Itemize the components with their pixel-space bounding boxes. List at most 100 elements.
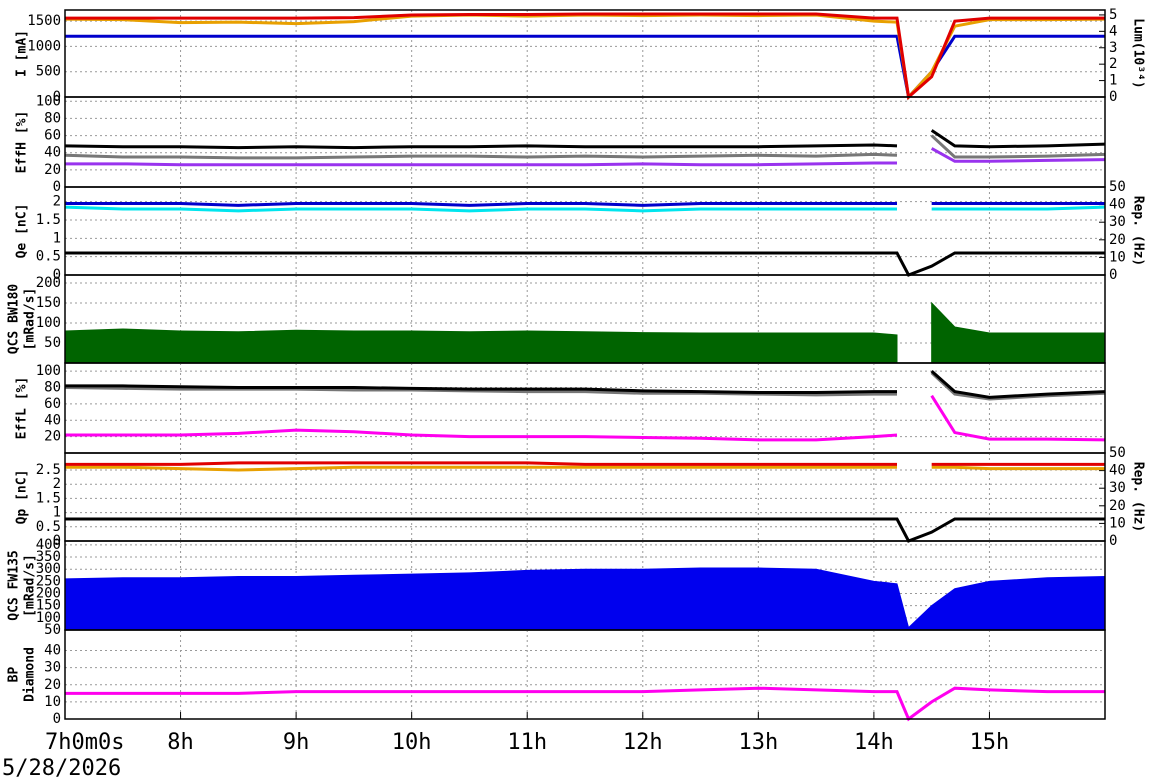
area (64, 567, 1106, 631)
line (65, 384, 897, 394)
line (930, 134, 1106, 159)
y2-tick-label: 1 (1109, 73, 1117, 89)
y-tick-label: 200 (36, 275, 61, 291)
y-tick-label: 60 (44, 396, 61, 412)
y-tick-label: 10 (44, 694, 61, 710)
line (930, 371, 1106, 401)
y2-tick-label: 2 (1109, 56, 1117, 72)
y-tick-label: 30 (44, 660, 61, 676)
x-tick-label: 7h0m0s (45, 730, 124, 755)
y2-tick-label: 3 (1109, 40, 1117, 56)
y-tick-label: 150 (36, 295, 61, 311)
y-tick-label: 0 (53, 711, 61, 727)
y-axis-label: Qe [nC] (15, 204, 30, 259)
y2-tick-label: 4 (1109, 23, 1117, 39)
y-axis-label: Diamond (23, 647, 38, 702)
y-tick-label: 50 (44, 335, 61, 351)
y-tick-label: 20 (44, 429, 61, 445)
y-tick-label: 100 (36, 610, 61, 626)
y-tick-label: 300 (36, 561, 61, 577)
line (930, 394, 1106, 442)
y-tick-label: 0.5 (36, 519, 61, 535)
y-tick-label: 2 (53, 476, 61, 492)
y-tick-label: 1500 (27, 13, 61, 29)
y2-axis-label: Lum(10³⁴) (1131, 18, 1146, 88)
line (930, 147, 1106, 163)
x-tick-label: 10h (392, 730, 432, 755)
y-axis-label: I [mA] (15, 30, 30, 77)
x-tick-label: 15h (970, 730, 1010, 755)
y-tick-label: 500 (36, 64, 61, 80)
line (65, 12, 1105, 100)
panel-frame (64, 629, 1106, 720)
y2-tick-label: 20 (1109, 232, 1126, 248)
y2-tick-label: 5 (1109, 7, 1117, 23)
x-tick-label: 13h (738, 730, 778, 755)
y-tick-label: 0 (53, 179, 61, 195)
line (65, 251, 1105, 277)
y-tick-label: 0.5 (36, 249, 61, 265)
y-tick-label: 80 (44, 110, 61, 126)
line (65, 34, 1105, 101)
y-tick-label: 2.5 (36, 462, 61, 478)
y2-axis-label: Rep. (Hz) (1131, 462, 1146, 532)
y-axis-label: EffH [%] (15, 111, 30, 174)
y-tick-label: 400 (36, 537, 61, 553)
x-tick-label: 12h (623, 730, 663, 755)
line (65, 428, 898, 442)
line (65, 161, 897, 167)
y-tick-label: 200 (36, 586, 61, 602)
y-axis-label: QCS FW135 (7, 550, 22, 620)
line (64, 143, 898, 150)
line (64, 386, 897, 397)
y-tick-label: 40 (44, 643, 61, 659)
line (65, 517, 1105, 543)
y-tick-label: 350 (36, 549, 61, 565)
y-tick-label: 40 (44, 412, 61, 428)
panel-frame (64, 362, 1106, 454)
y2-axis-label: Rep. (Hz) (1131, 196, 1146, 266)
y2-tick-label: 20 (1109, 498, 1126, 514)
x-tick-label: 8h (167, 730, 194, 755)
y-tick-label: 150 (36, 598, 61, 614)
line (65, 465, 897, 472)
area (931, 301, 1106, 364)
y2-tick-label: 40 (1109, 463, 1126, 479)
line (930, 370, 1106, 399)
y-tick-label: 0 (53, 267, 61, 283)
y-tick-label: 20 (44, 162, 61, 178)
line (931, 205, 1106, 211)
line (65, 461, 897, 466)
y-axis-label: [mRad/s] (23, 288, 38, 351)
y2-tick-label: 0 (1109, 533, 1117, 549)
y2-tick-label: 30 (1109, 480, 1126, 496)
line (64, 13, 1106, 101)
y-tick-label: 50 (44, 622, 61, 638)
y-axis-label: Qp [nC] (15, 470, 30, 525)
y-tick-label: 0 (53, 533, 61, 549)
line (65, 686, 1105, 722)
line (64, 205, 897, 213)
y-tick-label: 1000 (27, 38, 61, 54)
y-tick-label: 250 (36, 573, 61, 589)
line (930, 129, 1106, 149)
y-tick-label: 20 (44, 677, 61, 693)
y-tick-label: 1 (53, 230, 61, 246)
panel-frame (64, 186, 1106, 276)
y-tick-label: 100 (36, 315, 61, 331)
line (931, 465, 1105, 471)
y2-tick-label: 10 (1109, 515, 1126, 531)
y-tick-label: 80 (44, 380, 61, 396)
y-tick-label: 1.5 (36, 212, 61, 228)
y-axis-label: [mRad/s] (23, 554, 38, 617)
y-tick-label: 1.5 (36, 490, 61, 506)
y2-tick-label: 50 (1109, 445, 1126, 461)
line (64, 152, 898, 160)
y2-tick-label: 50 (1109, 179, 1126, 195)
area (64, 328, 898, 364)
y-tick-label: 100 (36, 93, 61, 109)
y-axis-label: QCS BW180 (7, 284, 22, 355)
y2-tick-label: 40 (1109, 197, 1126, 213)
y-axis-label: BP (7, 667, 22, 683)
